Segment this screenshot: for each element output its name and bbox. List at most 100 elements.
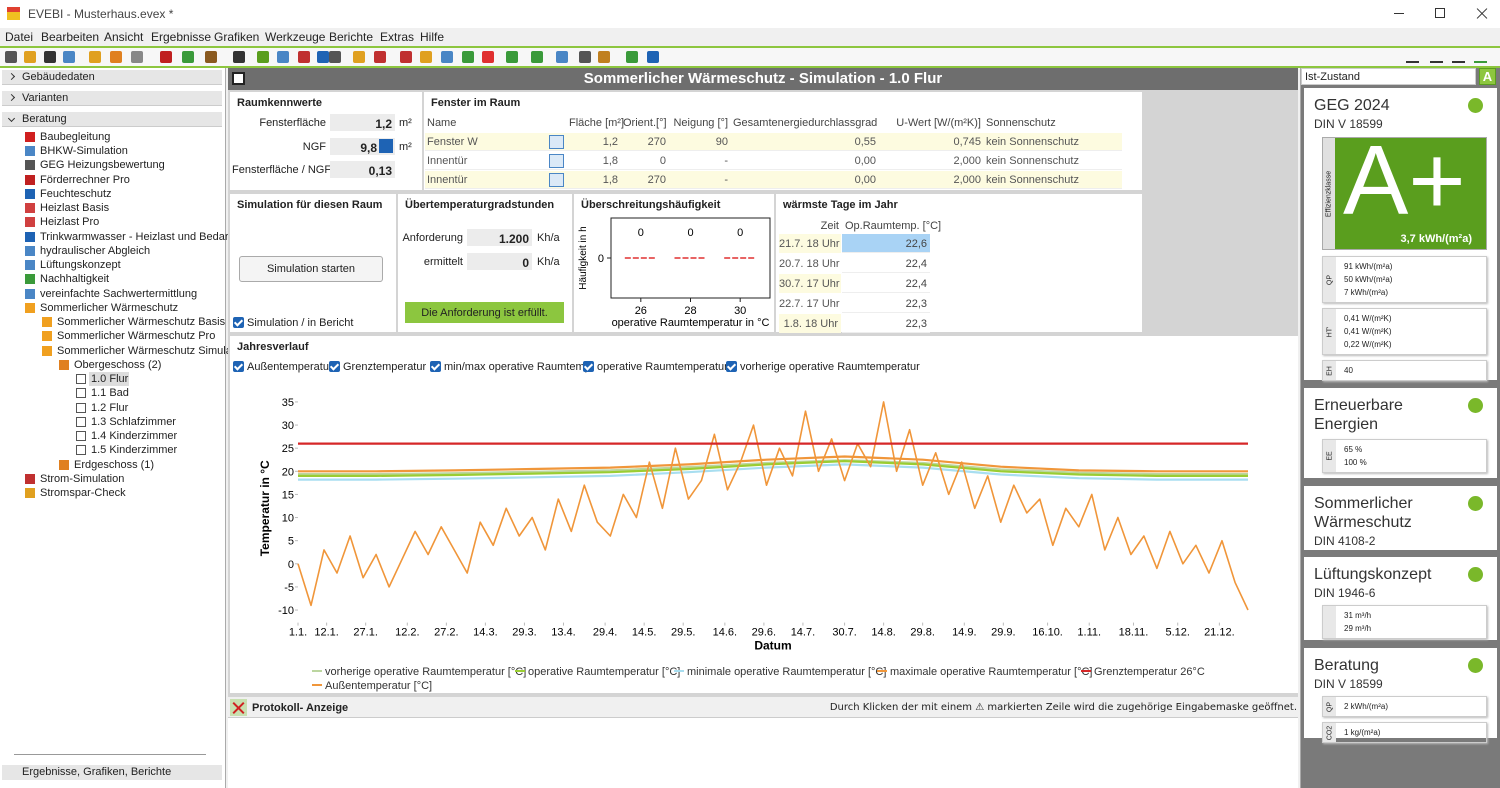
toolbar-button[interactable] [298, 51, 310, 63]
tree-item[interactable]: Sommerlicher Wärmeschutz Pro [57, 330, 216, 343]
checkbox-label[interactable]: Grenztemperatur [343, 361, 427, 373]
edit-button[interactable] [549, 154, 564, 168]
tree-item[interactable]: hydraulischer Abgleich [40, 244, 151, 257]
checkbox-label[interactable]: vorherige operative Raumtemperatur [740, 361, 920, 373]
toolbar-button[interactable] [1406, 51, 1419, 63]
menu-item[interactable]: Extras [380, 30, 415, 44]
section-header[interactable] [2, 765, 222, 780]
tree-item[interactable]: Lüftungskonzept [40, 259, 121, 272]
dropdown[interactable] [1301, 68, 1476, 85]
toolbar-button[interactable] [482, 51, 494, 63]
toolbar-button[interactable] [400, 51, 412, 63]
edit-button[interactable] [549, 135, 564, 149]
tree-item[interactable]: Strom-Simulation [40, 472, 125, 485]
status-card[interactable]: Lüftungskonzept DIN 1946-6 31 m³/h 29 m³/h [1304, 557, 1497, 640]
minimize-button[interactable] [1394, 13, 1404, 14]
tree-item[interactable]: Trinkwarmwasser - Heizlast und Bedarf [40, 230, 232, 243]
menu-item[interactable]: Hilfe [420, 30, 445, 44]
menu-item[interactable]: Ansicht [104, 30, 144, 44]
toolbar-button[interactable] [1452, 51, 1465, 63]
tree-item[interactable]: 1.4 Kinderzimmer [91, 430, 178, 443]
toolbar-button[interactable] [257, 51, 269, 63]
toolbar-button[interactable] [374, 51, 386, 63]
toolbar-button[interactable] [647, 51, 659, 63]
edit-button[interactable] [379, 138, 393, 153]
toolbar-button[interactable] [110, 51, 122, 63]
tree-item[interactable]: Feuchteschutz [40, 187, 112, 200]
maximize-button[interactable] [1435, 8, 1445, 18]
checkbox-label[interactable]: operative Raumtemperatur [597, 361, 728, 373]
toolbar-button[interactable] [63, 51, 75, 63]
checkbox-label[interactable]: min/max operative Raumtemp. [444, 361, 594, 373]
tree-item[interactable]: Stromspar-Check [40, 487, 126, 499]
dropdown-value[interactable]: Ist-Zustand [1305, 71, 1361, 83]
tree-item[interactable]: Obergeschoss (2) [74, 358, 162, 371]
tree-item[interactable]: Heizlast Pro [40, 216, 100, 229]
checkbox chk[interactable] [233, 317, 244, 328]
toolbar-button[interactable] [89, 51, 101, 63]
section-header[interactable] [2, 112, 222, 127]
tree-item[interactable]: 1.5 Kinderzimmer [91, 444, 178, 457]
toolbar-button[interactable] [441, 51, 453, 63]
toolbar-button[interactable] [24, 51, 36, 63]
section-title[interactable]: Ergebnisse, Grafiken, Berichte [22, 766, 172, 778]
toolbar-button[interactable] [233, 51, 245, 63]
menu-item[interactable]: Werkzeuge [265, 30, 326, 44]
toolbar-button[interactable] [531, 51, 543, 63]
checkbox[interactable] [430, 361, 441, 372]
toolbar-button[interactable] [205, 51, 217, 63]
menu-item[interactable]: Bearbeiten [41, 30, 100, 44]
toolbar-button[interactable] [579, 51, 591, 63]
button-label[interactable]: Simulation starten [266, 263, 356, 275]
toolbar-button[interactable] [1474, 51, 1487, 63]
checkbox[interactable] [329, 361, 340, 372]
status-card[interactable]: Sommerlicher Wärmeschutz DIN 4108-2 [1304, 486, 1497, 550]
toolbar-button[interactable] [353, 51, 365, 63]
checkbox-label[interactable]: Außentemperatur [247, 361, 333, 373]
section-title[interactable]: Varianten [22, 92, 69, 104]
tree-item[interactable]: Baubegleitung [40, 131, 111, 143]
status-card[interactable]: Beratung DIN V 18599 QP 2 kWh/(m²a) CO2 1 kg/… [1304, 648, 1497, 743]
toolbar-button[interactable] [160, 51, 172, 63]
toolbar-button[interactable] [626, 51, 638, 63]
menu-item[interactable]: Ergebnisse [151, 30, 212, 44]
tree-item[interactable]: vereinfachte Sachwertermittlung [40, 287, 198, 300]
toolbar-button[interactable] [462, 51, 474, 63]
toolbar-button[interactable] [1430, 51, 1443, 63]
toolbar-button[interactable] [182, 51, 194, 63]
status-card[interactable]: GEG 2024 DIN V 18599 Effizienzklasse A+ 3,7 … [1304, 88, 1497, 381]
menu-item[interactable]: Berichte [329, 30, 374, 44]
tree-item[interactable]: Nachhaltigkeit [40, 273, 110, 286]
tree-item[interactable]: Sommerlicher Wärmeschutz Simulation [57, 344, 250, 357]
badge[interactable] [1479, 68, 1496, 85]
tree-item[interactable]: BHKW-Simulation [40, 145, 128, 158]
tree-item[interactable]: 1.1 Bad [91, 387, 129, 400]
toolbar-button[interactable] [598, 51, 610, 63]
toolbar-button[interactable] [277, 51, 289, 63]
tree-item[interactable]: 1.3 Schlafzimmer [91, 415, 176, 428]
section-header[interactable] [2, 70, 222, 85]
tree-item[interactable]: 1.0 Flur [91, 373, 129, 386]
tree-item[interactable]: GEG Heizungsbewertung [40, 159, 165, 172]
toolbar-button[interactable] [5, 51, 17, 63]
status-card[interactable]: Erneuerbare Energien EE 65 % 100 % [1304, 388, 1497, 478]
tree-item[interactable]: Erdgeschoss (1) [74, 458, 155, 471]
menu-item[interactable]: Grafiken [214, 30, 260, 44]
toolbar-button[interactable] [317, 51, 329, 63]
tree-item[interactable]: Förderrechner Pro [40, 173, 130, 186]
edit-button[interactable] [549, 173, 564, 187]
tree-item[interactable]: 1.2 Flur [91, 401, 129, 414]
button[interactable] [239, 256, 383, 282]
tree-item[interactable]: Sommerlicher Wärmeschutz Basis [57, 316, 226, 329]
toolbar-button[interactable] [506, 51, 518, 63]
section-title[interactable]: Beratung [22, 113, 67, 125]
toolbar-button[interactable] [329, 51, 341, 63]
checkbox[interactable] [583, 361, 594, 372]
toolbar-button[interactable] [44, 51, 56, 63]
toolbar-button[interactable] [420, 51, 432, 63]
checkbox[interactable] [233, 361, 244, 372]
checkbox[interactable] [726, 361, 737, 372]
section-header[interactable] [2, 91, 222, 106]
menu-item[interactable]: Datei [5, 30, 34, 44]
tree-item[interactable]: Heizlast Basis [40, 202, 110, 215]
